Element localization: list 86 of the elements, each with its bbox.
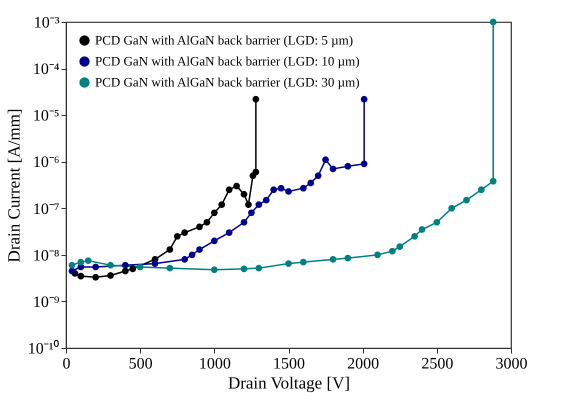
point <box>218 201 226 208</box>
y-tick-label: 10⁻¹⁰ <box>28 340 60 358</box>
point <box>255 201 262 208</box>
x-tick-label: 2000 <box>347 356 380 372</box>
point <box>270 186 278 194</box>
point <box>374 252 381 258</box>
point <box>196 246 203 253</box>
point <box>490 18 497 26</box>
point <box>285 260 292 267</box>
point <box>433 218 440 226</box>
point <box>490 178 497 185</box>
y-tick-label: 10⁻⁵ <box>32 108 60 125</box>
x-axis-title: Drain Voltage [V] <box>228 374 350 392</box>
point <box>300 258 307 266</box>
point <box>448 204 456 212</box>
point <box>252 96 260 103</box>
legend-label: PCD GaN with AlGaN back barrier (LGD: 30 µm) <box>95 74 360 90</box>
point <box>210 266 218 274</box>
point <box>344 254 352 262</box>
point <box>245 201 252 208</box>
point <box>248 209 255 216</box>
point <box>396 243 404 250</box>
point <box>226 186 233 194</box>
point <box>463 196 470 204</box>
point <box>252 168 260 176</box>
legend-label: PCD GaN with AlGaN back barrier (LGD: 10 µm) <box>95 54 360 68</box>
y-tick-label: 10⁻⁶ <box>32 154 60 172</box>
point <box>122 268 129 274</box>
x-tick-label: 3000 <box>496 356 528 372</box>
point <box>107 272 114 279</box>
point <box>360 160 368 168</box>
point <box>129 266 136 272</box>
point <box>166 246 174 253</box>
point <box>240 190 248 198</box>
point <box>240 218 248 226</box>
point <box>77 258 84 266</box>
point <box>181 229 188 236</box>
y-tick-label: 10⁻⁴ <box>32 61 60 78</box>
point <box>233 182 240 190</box>
point <box>84 257 92 264</box>
point <box>122 262 129 269</box>
point <box>210 209 218 216</box>
y-tick-label: 10⁻⁸ <box>32 247 60 264</box>
point <box>77 272 84 280</box>
point <box>68 268 76 274</box>
point <box>478 186 485 194</box>
point <box>360 96 368 103</box>
point <box>107 262 114 269</box>
point <box>411 232 418 240</box>
legend-label: PCD GaN with AlGaN back barrier (LGD: 5 µm) <box>95 32 354 48</box>
point <box>226 229 233 236</box>
point <box>210 237 218 244</box>
point <box>300 184 307 192</box>
y-tick-label: 10⁻³ <box>34 14 60 32</box>
point <box>330 256 336 263</box>
y-axis-title: Drain Current [A/mm] <box>4 108 24 262</box>
point <box>188 252 196 258</box>
point <box>92 264 100 270</box>
point <box>255 264 262 272</box>
point <box>344 162 352 170</box>
point <box>285 188 292 195</box>
point <box>92 274 100 281</box>
point <box>136 264 144 270</box>
point <box>314 172 322 180</box>
x-tick-label: 1500 <box>273 356 305 372</box>
y-tick-label: 10⁻⁹ <box>32 294 60 311</box>
x-tick-label: 0 <box>62 356 70 372</box>
point <box>322 156 329 164</box>
point <box>262 196 270 204</box>
point <box>68 262 76 269</box>
x-tick-label: 1000 <box>198 356 231 372</box>
point <box>418 226 426 233</box>
point <box>330 166 336 172</box>
point <box>204 218 210 226</box>
point <box>278 184 284 192</box>
point <box>388 248 396 255</box>
point <box>307 180 314 186</box>
point <box>166 264 174 272</box>
y-tick-label: 10⁻⁷ <box>32 200 60 218</box>
x-tick-label: 500 <box>128 356 153 372</box>
point <box>196 223 203 230</box>
x-tick-label: 2500 <box>421 356 454 372</box>
point <box>174 232 181 240</box>
point <box>152 260 158 267</box>
point <box>181 256 188 263</box>
point <box>240 266 248 272</box>
